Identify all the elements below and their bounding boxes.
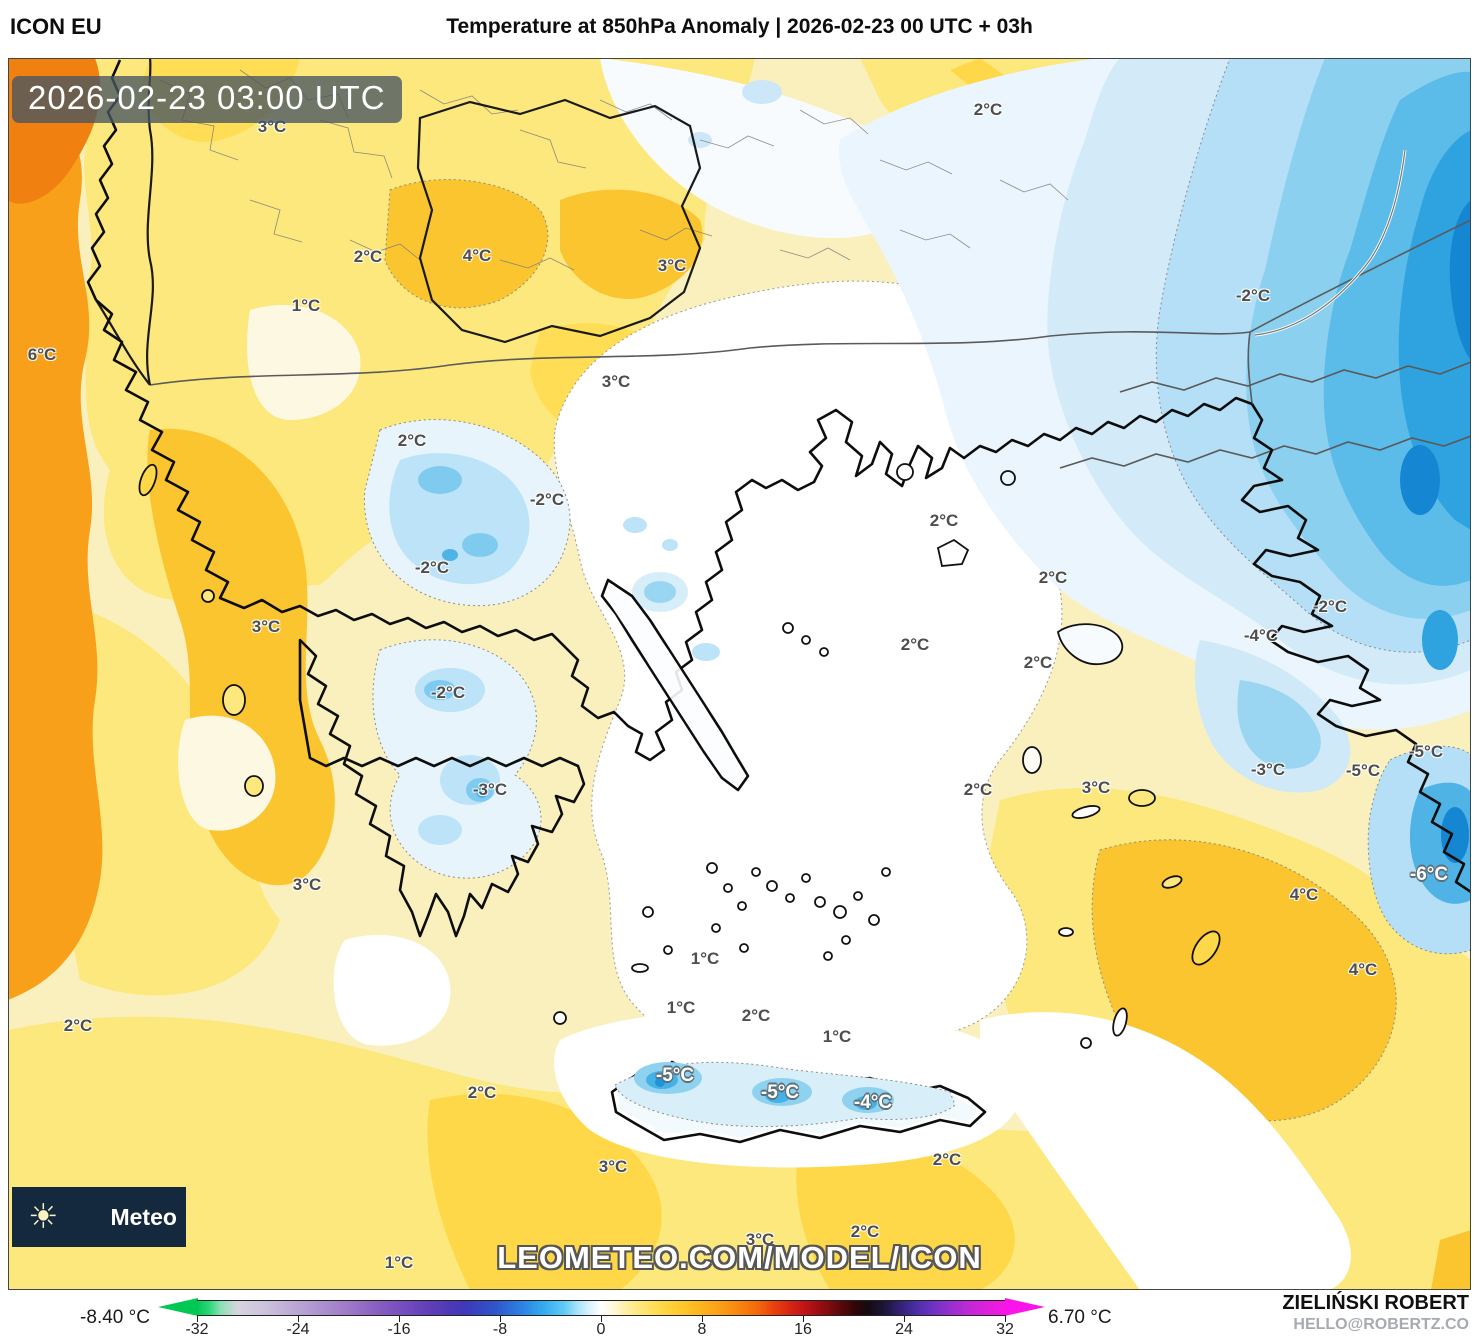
model-name: ICON EU — [10, 14, 102, 39]
legend-min-label: -8.40 °C — [80, 1307, 150, 1328]
islands — [138, 463, 1221, 1049]
sun-icon: ☀ — [28, 1197, 59, 1237]
watermark: LEOMETEO.COM/MODEL/ICON — [497, 1240, 982, 1275]
timestamp-overlay: 2026-02-23 03:00 UTC — [12, 76, 402, 123]
legend-colorbar — [197, 1300, 1005, 1316]
attribution-author: ZIELIŃSKI ROBERT — [1282, 1292, 1469, 1314]
coastlines — [86, 59, 1471, 1144]
legend-left-arrow — [158, 1298, 198, 1316]
page-title: Temperature at 850hPa Anomaly | 2026-02-… — [446, 15, 1033, 38]
site-logo: ☀ Meteo — [12, 1187, 186, 1247]
logo-text: Meteo — [110, 1203, 177, 1230]
legend-max-label: 6.70 °C — [1048, 1307, 1112, 1328]
attribution-contact: HELLO@ROBERTZ.CO — [1293, 1316, 1469, 1333]
country-borders — [149, 219, 1471, 469]
header-bar: ICON EU Temperature at 850hPa Anomaly | … — [0, 0, 1479, 58]
legend-right-arrow — [1005, 1298, 1045, 1316]
